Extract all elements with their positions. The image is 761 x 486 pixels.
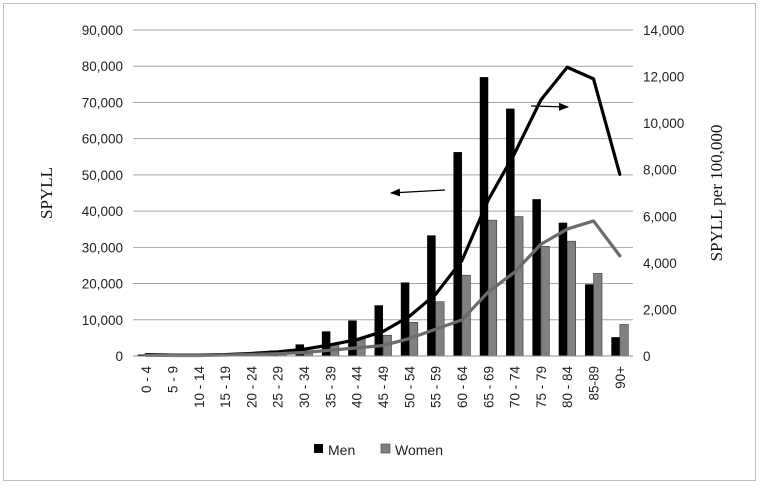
x-tick-label: 55 - 59 — [429, 366, 444, 408]
annotations — [390, 102, 569, 197]
legend-label-women: Women — [395, 442, 443, 458]
y-right-tick-label: 12,000 — [643, 70, 684, 85]
y-right-tick-label: 0 — [643, 349, 651, 364]
legend: Men Women — [314, 442, 443, 458]
y-left-tick-label: 10,000 — [82, 313, 123, 328]
lines — [144, 65, 622, 358]
bar-men — [558, 222, 568, 356]
line-series-3 — [144, 219, 622, 358]
x-tick-label: 35 - 39 — [323, 366, 338, 408]
x-tick-label: 15 - 19 — [218, 366, 233, 408]
x-tick-label: 0 - 4 — [139, 366, 154, 394]
arrow-right — [530, 102, 569, 111]
axes: 0 10,000 20,000 30,000 40,000 50,000 60,000 70,… — [37, 23, 726, 408]
y-right-tick-label: 10,000 — [643, 116, 684, 131]
y-right-tick-label: 14,000 — [643, 23, 684, 38]
bar-men — [427, 235, 436, 356]
y-left-tick-label: 90,000 — [82, 23, 123, 38]
y-right-axis-title: SPYLL per 100,000 — [707, 125, 726, 262]
legend-label-men: Men — [328, 442, 355, 458]
legend-swatch-men — [314, 444, 323, 453]
y-left-tick-label: 80,000 — [82, 59, 123, 74]
bar-men — [585, 284, 594, 356]
y-left-tick-label: 20,000 — [82, 277, 123, 292]
y-left-tick-label: 40,000 — [82, 204, 123, 219]
x-tick-label: 65 - 69 — [481, 366, 496, 408]
bar-women — [514, 216, 524, 357]
y-left-tick-label: 70,000 — [82, 95, 123, 110]
bar-men — [532, 199, 541, 356]
bar-women — [619, 324, 629, 357]
y-left-tick-label: 30,000 — [82, 240, 123, 255]
x-tick-label: 20 - 24 — [244, 366, 259, 409]
x-tick-label: 40 - 44 — [350, 366, 365, 409]
y-right-tick-label: 6,000 — [643, 209, 677, 224]
bar-men — [479, 77, 489, 356]
x-tick-label: 60 - 64 — [455, 366, 470, 409]
y-left-axis-title: SPYLL — [37, 167, 56, 219]
bar-men — [453, 152, 462, 356]
bar-men — [137, 354, 147, 356]
x-tick-label: 80 - 84 — [560, 366, 575, 409]
gridlines — [133, 29, 633, 321]
bar-men — [348, 320, 357, 356]
legend-swatch-women — [380, 443, 391, 454]
bar-women — [566, 240, 577, 357]
arrow-left — [390, 188, 446, 197]
bar-men — [506, 108, 515, 356]
x-tick-label: 45 - 49 — [376, 366, 391, 408]
x-tick-label: 10 - 14 — [192, 366, 207, 409]
x-tick-label: 70 - 74 — [508, 366, 523, 409]
bars — [137, 77, 629, 357]
bar-men — [374, 305, 383, 356]
bar-women — [540, 245, 550, 357]
x-tick-label: 50 - 54 — [402, 366, 417, 409]
x-tick-label: 75 - 79 — [534, 366, 549, 408]
x-tick-label: 85-89 — [587, 366, 602, 401]
y-right-tick-label: 8,000 — [643, 163, 677, 178]
x-tick-label: 25 - 29 — [271, 366, 286, 408]
chart-frame — [3, 3, 756, 481]
bar-men — [321, 331, 331, 356]
bar-men — [611, 337, 620, 356]
x-tick-label: 5 - 9 — [165, 366, 180, 393]
bar-women — [593, 273, 603, 357]
x-tick-label: 30 - 34 — [297, 366, 312, 409]
x-tick-label: 90+ — [613, 366, 628, 389]
y-right-tick-label: 2,000 — [643, 302, 677, 317]
y-right-tick-label: 4,000 — [643, 256, 677, 271]
y-left-tick-label: 0 — [115, 349, 123, 364]
y-left-tick-label: 50,000 — [82, 168, 123, 183]
y-left-tick-label: 60,000 — [82, 132, 123, 147]
